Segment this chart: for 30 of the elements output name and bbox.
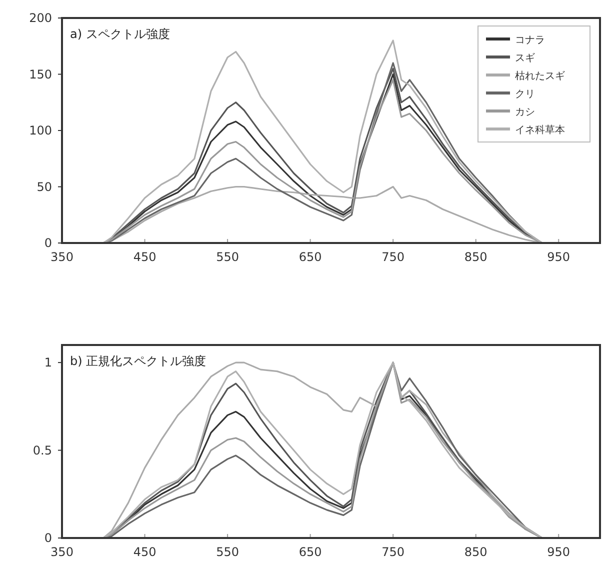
- x-tick-label: 750: [382, 545, 405, 559]
- y-tick-label: 150: [29, 67, 52, 82]
- text: a) スペクトル強度: [70, 27, 170, 41]
- x-tick-label: 950: [547, 545, 570, 559]
- x-tick-label: 850: [464, 250, 488, 264]
- legend-label: コナラ: [515, 35, 545, 46]
- y-tick-label: 0: [44, 236, 52, 250]
- y-tick-label: 50: [36, 180, 52, 194]
- y-tick-label: 1: [44, 356, 52, 370]
- legend-label: 枯れたスギ: [515, 70, 565, 82]
- y-tick-label: 0: [44, 531, 52, 545]
- text: b) 正規化スペクトル強度: [70, 354, 206, 368]
- x-tick-label: 850: [464, 545, 488, 559]
- x-tick-label: 350: [50, 545, 74, 559]
- legend-label: カシ: [515, 107, 535, 118]
- y-tick-label: 0.5: [32, 443, 52, 458]
- x-tick-label: 550: [216, 250, 239, 264]
- x-tick-label: 450: [133, 250, 156, 264]
- x-tick-label: 650: [298, 545, 322, 559]
- y-tick-label: 200: [29, 11, 52, 25]
- legend-label: イネ科草本: [515, 124, 565, 136]
- x-tick-label: 950: [547, 250, 570, 264]
- x-tick-label: 550: [216, 545, 239, 559]
- x-tick-label: 350: [50, 250, 74, 264]
- x-tick-label: 750: [382, 250, 405, 264]
- x-tick-label: 650: [298, 250, 322, 264]
- x-tick-label: 450: [133, 545, 156, 559]
- legend-label: クリ: [515, 89, 535, 100]
- y-tick-label: 100: [29, 124, 52, 138]
- legend-label: スギ: [515, 52, 535, 64]
